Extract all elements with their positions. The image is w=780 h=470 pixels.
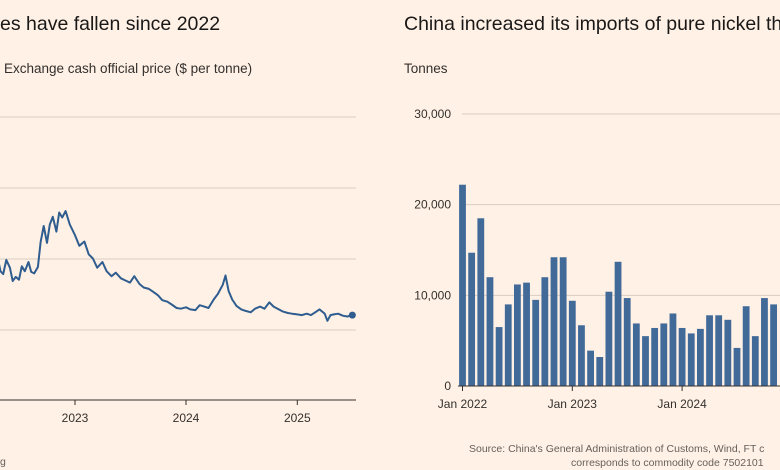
- right-y-tick-label: 20,000: [414, 198, 451, 212]
- right-y-tick-label: 0: [444, 379, 451, 393]
- left-source-note: g: [0, 456, 6, 468]
- right-chart-title: China increased its imports of pure nick…: [404, 13, 780, 35]
- imports-bar: [486, 277, 494, 386]
- imports-bar: [596, 356, 604, 386]
- imports-bar: [550, 257, 558, 386]
- imports-bar: [605, 291, 613, 386]
- right-x-tick-label: Jan 2023: [548, 397, 598, 411]
- imports-bar: [642, 336, 649, 386]
- imports-bar: [514, 284, 521, 386]
- imports-bar: [632, 323, 640, 386]
- nickel-price-endpoint: [348, 311, 356, 319]
- imports-bar: [559, 257, 567, 386]
- imports-bar: [614, 261, 622, 386]
- nickel-price-line: [0, 210, 353, 322]
- imports-bar: [477, 218, 485, 386]
- imports-bar: [504, 304, 512, 386]
- imports-bar: [687, 333, 695, 386]
- right-source-line-2: corresponds to commodity code 7502101: [571, 457, 764, 469]
- imports-bar: [706, 315, 713, 386]
- imports-bar: [742, 306, 750, 386]
- imports-bar: [523, 282, 530, 386]
- imports-bar: [459, 184, 466, 386]
- right-y-tick-label: 30,000: [414, 107, 451, 121]
- left-x-tick-label: 2025: [284, 411, 311, 425]
- imports-bar: [715, 315, 723, 386]
- right-y-tick-label: 10,000: [414, 288, 451, 302]
- right-bar-chart: 0 10,000 20,000 30,000 Jan 2022 Jan 2023 Jan 2…: [414, 107, 780, 411]
- left-line-chart: 2023 2024 2025: [0, 116, 356, 425]
- left-x-tick-label: 2023: [62, 411, 89, 425]
- imports-bar: [568, 300, 576, 386]
- imports-bar: [724, 319, 732, 386]
- imports-bar: [770, 304, 777, 386]
- right-x-tick-label: Jan 2024: [657, 397, 707, 411]
- imports-bar: [678, 327, 686, 386]
- imports-bar: [578, 325, 585, 386]
- left-chart-title: es have fallen since 2022: [0, 13, 221, 35]
- imports-bar: [761, 298, 768, 386]
- imports-bar: [468, 252, 476, 386]
- imports-bar: [651, 327, 659, 386]
- imports-bar: [623, 298, 631, 386]
- imports-bar: [532, 299, 540, 386]
- right-chart-subtitle: Tonnes: [404, 61, 448, 76]
- right-x-tick-label: Jan 2022: [438, 397, 488, 411]
- imports-bar: [541, 277, 549, 386]
- left-x-tick-label: 2024: [173, 411, 200, 425]
- imports-bar: [660, 323, 668, 386]
- imports-bar: [733, 347, 741, 386]
- imports-bar: [587, 350, 594, 386]
- right-source-line-1: Source: China's General Administration o…: [469, 443, 765, 455]
- imports-bar: [697, 328, 704, 386]
- left-chart-subtitle: Exchange cash official price ($ per tonn…: [4, 61, 253, 76]
- imports-bar: [751, 336, 759, 386]
- imports-bar: [669, 313, 677, 386]
- imports-bar: [495, 327, 503, 386]
